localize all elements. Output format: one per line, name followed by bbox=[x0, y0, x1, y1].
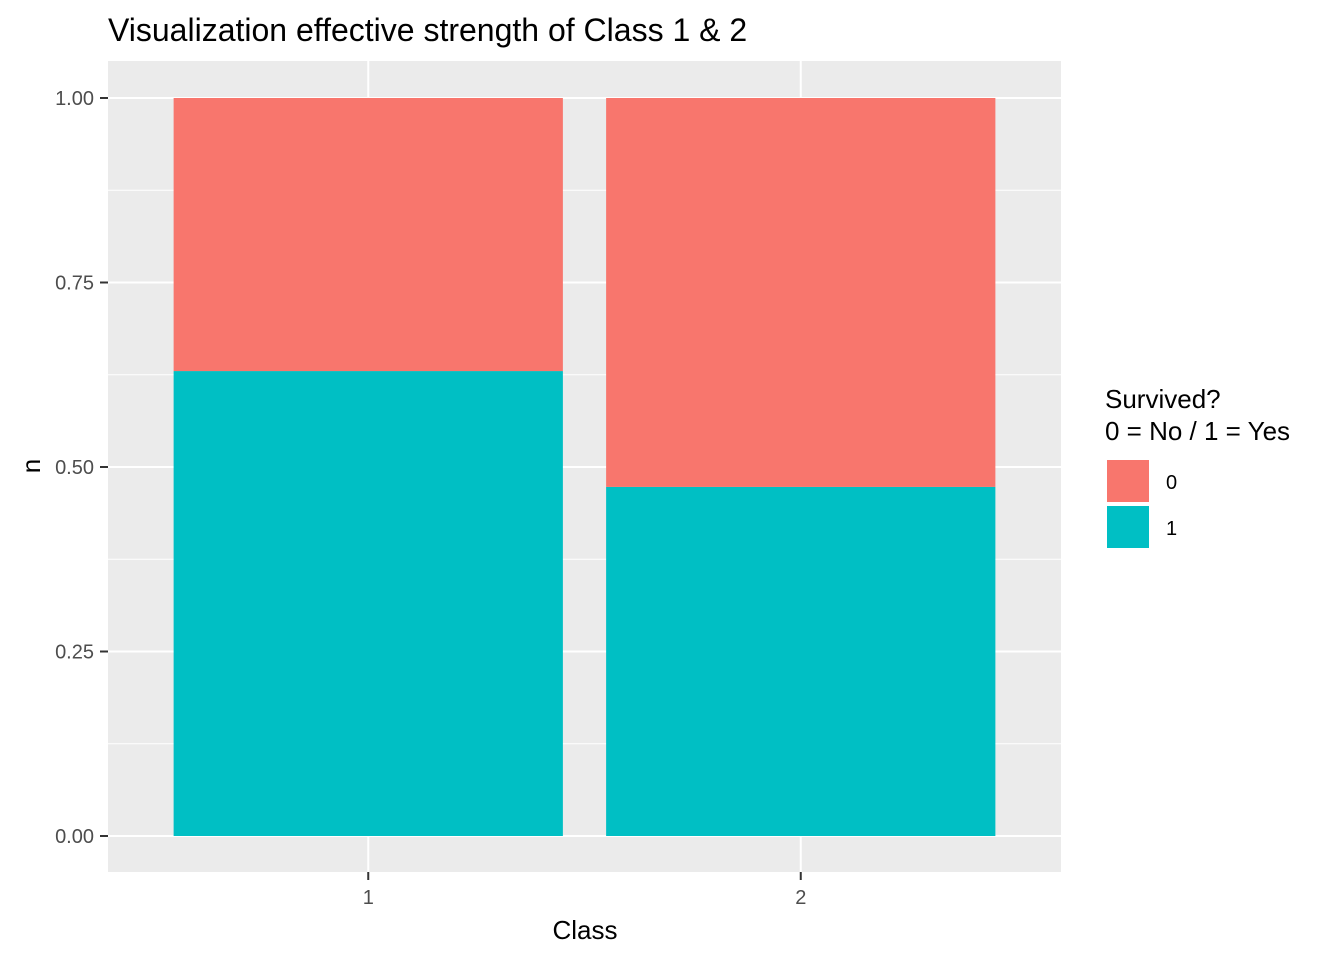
bars bbox=[173, 98, 996, 836]
legend-label-0: 0 bbox=[1166, 472, 1177, 494]
y-tick-label: 1.00 bbox=[55, 88, 94, 110]
x-tick-label: 2 bbox=[795, 887, 806, 909]
y-tick-label: 0.00 bbox=[55, 826, 94, 848]
y-axis: 0.00 0.25 0.50 0.75 1.00 bbox=[55, 88, 108, 848]
legend-key-0 bbox=[1107, 460, 1149, 502]
legend-title-line-1: Survived? bbox=[1105, 384, 1221, 414]
x-tick-label: 1 bbox=[363, 887, 374, 909]
bar-segment-class-1-survived-1 bbox=[173, 371, 563, 836]
bar-segment-class-1-survived-0 bbox=[173, 98, 563, 372]
legend-key-1 bbox=[1107, 506, 1149, 548]
legend-label-1: 1 bbox=[1166, 518, 1177, 540]
y-tick-label: 0.50 bbox=[55, 457, 94, 479]
y-tick-label: 0.25 bbox=[55, 642, 94, 664]
y-tick-label: 0.75 bbox=[55, 273, 94, 295]
legend: Survived? 0 = No / 1 = Yes 0 1 bbox=[1105, 384, 1290, 548]
x-axis-title: Class bbox=[552, 915, 617, 945]
y-axis-title: n bbox=[16, 459, 46, 473]
bar-segment-class-2-survived-1 bbox=[606, 486, 996, 836]
chart-title: Visualization effective strength of Clas… bbox=[108, 12, 747, 48]
legend-title-line-2: 0 = No / 1 = Yes bbox=[1105, 416, 1290, 446]
bar-segment-class-2-survived-0 bbox=[606, 98, 996, 487]
